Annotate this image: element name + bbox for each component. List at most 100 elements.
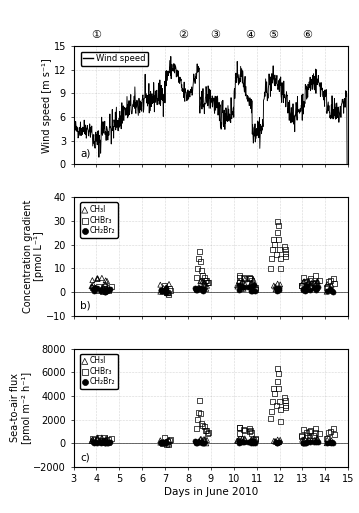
CH₃I (328, 285, 334, 293)
CH₂Br₂ (163, 284, 169, 292)
CH₃I (166, 440, 172, 448)
CH₂Br₂ (193, 439, 199, 447)
X-axis label: Days in June 2010: Days in June 2010 (164, 487, 258, 497)
CH₂Br₂ (300, 285, 306, 293)
CH₂Br₂ (328, 286, 334, 294)
CHBr₃ (317, 277, 322, 285)
CHBr₃ (299, 432, 305, 441)
CHBr₃ (307, 282, 312, 290)
CHBr₃ (106, 438, 111, 446)
CH₂Br₂ (102, 288, 108, 296)
CH₂Br₂ (276, 286, 282, 294)
Text: b): b) (80, 301, 91, 311)
CH₂Br₂ (307, 438, 313, 446)
CH₂Br₂ (200, 287, 206, 295)
CH₂Br₂ (194, 439, 200, 447)
CH₂Br₂ (311, 284, 317, 292)
CHBr₃ (303, 277, 309, 285)
CH₃I (300, 436, 306, 444)
CHBr₃ (198, 257, 204, 265)
CH₂Br₂ (199, 438, 204, 446)
CH₃I (158, 436, 163, 444)
CH₂Br₂ (194, 438, 199, 446)
CH₃I (196, 284, 202, 292)
CHBr₃ (95, 433, 101, 442)
CH₃I (95, 433, 101, 442)
CH₃I (160, 284, 166, 292)
CH₂Br₂ (274, 439, 279, 447)
CH₂Br₂ (92, 439, 97, 447)
CH₃I (90, 436, 96, 444)
CHBr₃ (166, 436, 172, 444)
CHBr₃ (108, 434, 114, 442)
CH₃I (158, 281, 163, 289)
CHBr₃ (328, 277, 334, 285)
CH₃I (94, 275, 100, 283)
CH₃I (102, 280, 108, 288)
CH₃I (239, 438, 245, 446)
CH₂Br₂ (315, 438, 321, 446)
CHBr₃ (194, 264, 200, 272)
CHBr₃ (274, 229, 280, 237)
CHBr₃ (164, 441, 169, 449)
CH₂Br₂ (92, 287, 97, 295)
CHBr₃ (201, 273, 207, 282)
CH₃I (94, 435, 100, 443)
CHBr₃ (281, 243, 287, 251)
CH₂Br₂ (328, 439, 334, 447)
CH₂Br₂ (237, 439, 242, 447)
CHBr₃ (247, 273, 253, 282)
CH₃I (104, 277, 110, 285)
CHBr₃ (199, 420, 205, 428)
CH₃I (166, 436, 172, 444)
CH₃I (234, 437, 240, 445)
CH₃I (158, 288, 163, 296)
CH₂Br₂ (202, 285, 208, 293)
CH₂Br₂ (92, 284, 98, 292)
CH₂Br₂ (313, 286, 319, 294)
CH₃I (313, 436, 319, 444)
CH₂Br₂ (251, 281, 256, 289)
CHBr₃ (283, 245, 288, 253)
CH₃I (242, 436, 248, 444)
CHBr₃ (100, 285, 106, 293)
CH₂Br₂ (303, 286, 308, 294)
CH₂Br₂ (101, 285, 107, 293)
CHBr₃ (269, 255, 274, 263)
CH₂Br₂ (196, 438, 202, 446)
CHBr₃ (198, 410, 204, 418)
CH₂Br₂ (300, 439, 306, 447)
CH₃I (308, 279, 314, 287)
CHBr₃ (267, 415, 273, 423)
CH₂Br₂ (276, 438, 282, 446)
CH₂Br₂ (237, 438, 243, 446)
CH₃I (89, 276, 95, 284)
CH₃I (314, 438, 320, 446)
CH₂Br₂ (307, 286, 313, 294)
CH₂Br₂ (105, 286, 111, 294)
CH₂Br₂ (245, 283, 251, 291)
CH₃I (327, 287, 333, 295)
CHBr₃ (100, 437, 106, 445)
CH₃I (95, 274, 101, 283)
CH₂Br₂ (99, 439, 104, 447)
CH₂Br₂ (273, 438, 279, 446)
CH₂Br₂ (302, 287, 308, 295)
CHBr₃ (106, 435, 111, 443)
CH₂Br₂ (300, 439, 306, 447)
CHBr₃ (99, 438, 105, 446)
CH₂Br₂ (108, 438, 113, 446)
CH₃I (277, 280, 283, 288)
CH₃I (253, 436, 258, 444)
CH₂Br₂ (245, 438, 251, 446)
CHBr₃ (246, 427, 252, 436)
CHBr₃ (193, 273, 199, 282)
CHBr₃ (204, 276, 209, 284)
CH₃I (93, 438, 98, 446)
CHBr₃ (200, 271, 206, 280)
CHBr₃ (282, 250, 288, 258)
CH₂Br₂ (251, 437, 256, 445)
CH₂Br₂ (248, 287, 253, 295)
CH₂Br₂ (248, 283, 253, 291)
CHBr₃ (271, 385, 277, 393)
